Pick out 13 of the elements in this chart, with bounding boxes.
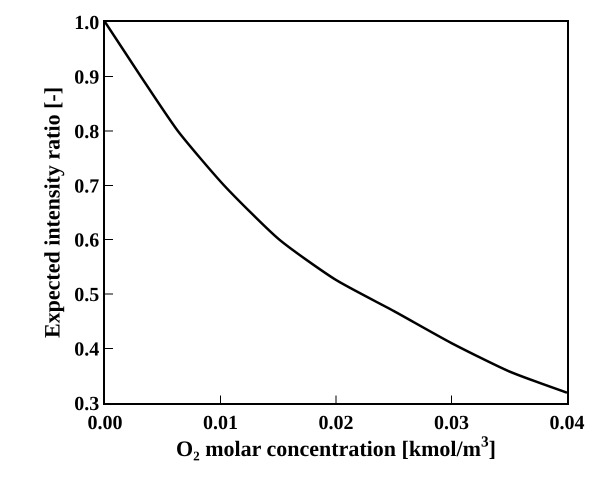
- y-tick-label: 0.8: [74, 120, 100, 143]
- x-tick-label: 0.04: [550, 412, 584, 434]
- x-tick-label: 0.02: [318, 412, 354, 434]
- y-axis-title: Expected intensity ratio [-]: [40, 86, 65, 338]
- text: 1.0: [74, 12, 100, 34]
- x-tick-label: 0.01: [203, 412, 238, 434]
- y-tick-label: 0.5: [74, 284, 100, 306]
- y-tick-label: 0.9: [74, 66, 100, 88]
- y-tick-label: 0.7: [74, 175, 100, 198]
- y-tick-label: 0.4: [74, 338, 100, 361]
- y-tick-label: 0.6: [74, 230, 100, 252]
- x-axis-title: O₂ molar concentration [kmol/m$^{3}$]: [176, 434, 496, 461]
- x-tick-label: 0.03: [434, 412, 469, 434]
